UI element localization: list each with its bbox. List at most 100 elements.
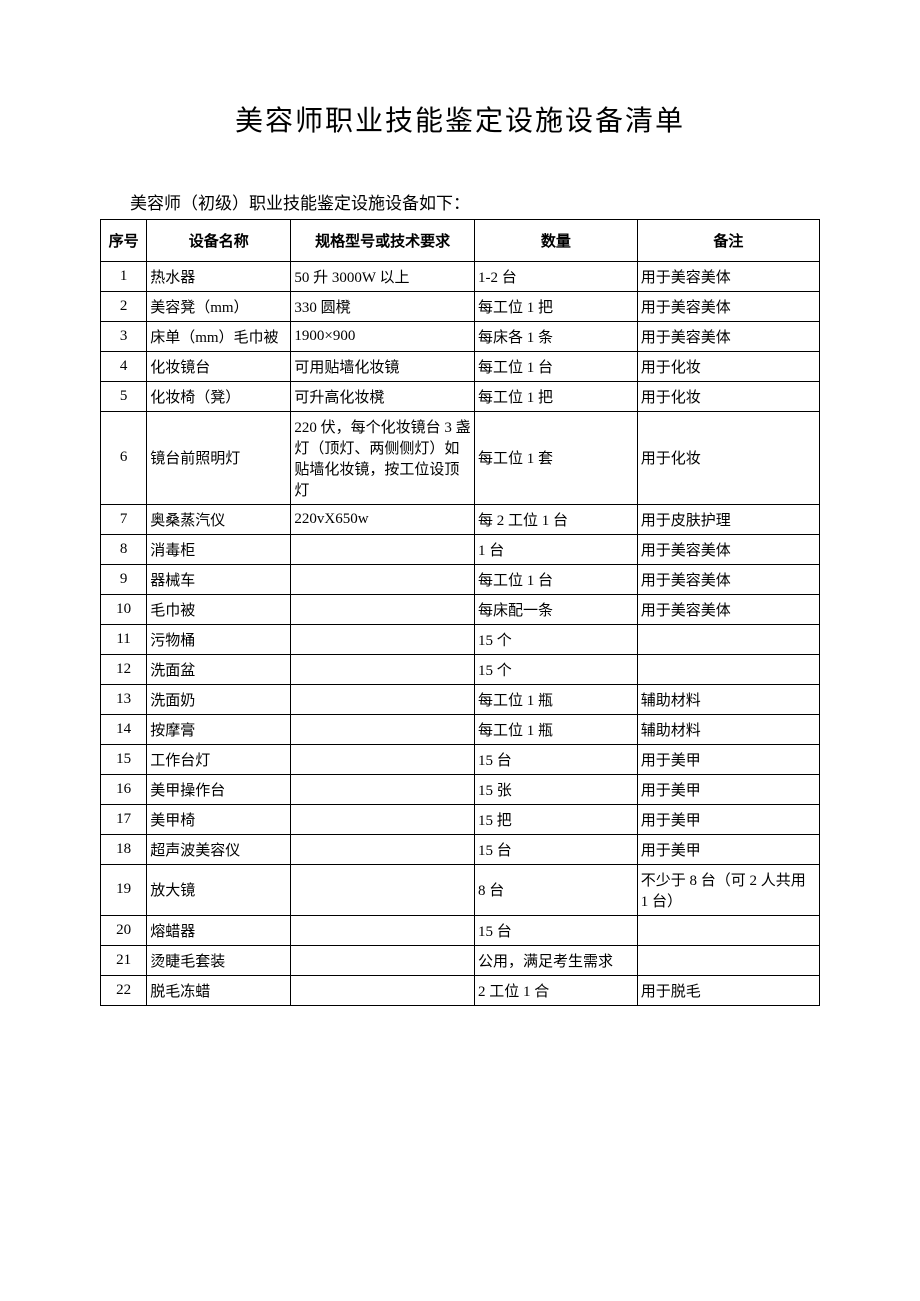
cell-note: 用于化妆 — [637, 411, 819, 504]
cell-seq: 17 — [101, 804, 147, 834]
cell-note: 用于美容美体 — [637, 564, 819, 594]
cell-seq: 1 — [101, 261, 147, 291]
cell-spec: 330 圆櫈 — [291, 291, 475, 321]
header-spec: 规格型号或技术要求 — [291, 219, 475, 261]
cell-seq: 2 — [101, 291, 147, 321]
cell-spec — [291, 864, 475, 915]
table-row: 20熔蜡器15 台 — [101, 915, 820, 945]
table-row: 7奥桑蒸汽仪220vX650w每 2 工位 1 台用于皮肤护理 — [101, 504, 820, 534]
table-row: 16美甲操作台 15 张用于美甲 — [101, 774, 820, 804]
cell-qty: 每工位 1 台 — [474, 564, 637, 594]
cell-qty: 2 工位 1 合 — [474, 975, 637, 1005]
cell-seq: 12 — [101, 654, 147, 684]
cell-spec — [291, 534, 475, 564]
cell-name: 污物桶 — [147, 624, 291, 654]
table-header-row: 序号 设备名称 规格型号或技术要求 数量 备注 — [101, 219, 820, 261]
header-note: 备注 — [637, 219, 819, 261]
cell-note: 用于美甲 — [637, 834, 819, 864]
cell-seq: 16 — [101, 774, 147, 804]
table-row: 14按摩膏每工位 1 瓶辅助材料 — [101, 714, 820, 744]
cell-seq: 8 — [101, 534, 147, 564]
table-row: 2美容凳（mm）330 圆櫈每工位 1 把用于美容美体 — [101, 291, 820, 321]
cell-seq: 21 — [101, 945, 147, 975]
cell-qty: 每工位 1 套 — [474, 411, 637, 504]
header-name: 设备名称 — [147, 219, 291, 261]
cell-seq: 19 — [101, 864, 147, 915]
table-row: 10毛巾被每床配一条用于美容美体 — [101, 594, 820, 624]
cell-note: 辅助材料 — [637, 714, 819, 744]
cell-note: 不少于 8 台（可 2 人共用 1 台） — [637, 864, 819, 915]
cell-qty: 每工位 1 把 — [474, 381, 637, 411]
cell-name: 脱毛冻蜡 — [147, 975, 291, 1005]
cell-qty: 8 台 — [474, 864, 637, 915]
table-body: 1热水器50 升 3000W 以上1-2 台用于美容美体2美容凳（mm）330 … — [101, 261, 820, 1005]
cell-qty: 每工位 1 瓶 — [474, 684, 637, 714]
cell-name: 美甲操作台 — [147, 774, 291, 804]
cell-name: 烫睫毛套装 — [147, 945, 291, 975]
cell-name: 按摩膏 — [147, 714, 291, 744]
cell-note: 用于美甲 — [637, 774, 819, 804]
cell-spec — [291, 834, 475, 864]
cell-spec — [291, 684, 475, 714]
cell-seq: 13 — [101, 684, 147, 714]
cell-seq: 3 — [101, 321, 147, 351]
cell-seq: 5 — [101, 381, 147, 411]
cell-spec: 可用贴墙化妆镜 — [291, 351, 475, 381]
table-row: 11污物桶15 个 — [101, 624, 820, 654]
cell-note: 用于美容美体 — [637, 291, 819, 321]
table-row: 5化妆椅（凳）可升高化妆櫈每工位 1 把用于化妆 — [101, 381, 820, 411]
cell-seq: 20 — [101, 915, 147, 945]
cell-note: 用于美甲 — [637, 744, 819, 774]
cell-qty: 每工位 1 瓶 — [474, 714, 637, 744]
cell-note: 用于脱毛 — [637, 975, 819, 1005]
cell-qty: 每工位 1 台 — [474, 351, 637, 381]
cell-spec — [291, 804, 475, 834]
cell-spec — [291, 714, 475, 744]
table-row: 18超声波美容仪15 台用于美甲 — [101, 834, 820, 864]
table-row: 17美甲椅15 把用于美甲 — [101, 804, 820, 834]
document-title: 美容师职业技能鉴定设施设备清单 — [100, 99, 820, 139]
cell-name: 热水器 — [147, 261, 291, 291]
cell-name: 美容凳（mm） — [147, 291, 291, 321]
cell-seq: 7 — [101, 504, 147, 534]
table-row: 13洗面奶每工位 1 瓶辅助材料 — [101, 684, 820, 714]
cell-seq: 18 — [101, 834, 147, 864]
cell-note — [637, 654, 819, 684]
cell-seq: 15 — [101, 744, 147, 774]
table-row: 4化妆镜台可用贴墙化妆镜每工位 1 台用于化妆 — [101, 351, 820, 381]
cell-qty: 15 个 — [474, 624, 637, 654]
cell-qty: 每工位 1 把 — [474, 291, 637, 321]
cell-name: 放大镜 — [147, 864, 291, 915]
cell-qty: 15 台 — [474, 744, 637, 774]
document-subtitle: 美容师（初级）职业技能鉴定设施设备如下： — [100, 189, 820, 214]
cell-spec — [291, 594, 475, 624]
cell-seq: 9 — [101, 564, 147, 594]
header-qty: 数量 — [474, 219, 637, 261]
cell-note: 用于美容美体 — [637, 321, 819, 351]
cell-qty: 15 张 — [474, 774, 637, 804]
cell-name: 洗面盆 — [147, 654, 291, 684]
cell-name: 奥桑蒸汽仪 — [147, 504, 291, 534]
cell-name: 工作台灯 — [147, 744, 291, 774]
cell-seq: 10 — [101, 594, 147, 624]
cell-name: 消毒柜 — [147, 534, 291, 564]
cell-note: 用于美容美体 — [637, 261, 819, 291]
cell-name: 美甲椅 — [147, 804, 291, 834]
cell-note — [637, 945, 819, 975]
equipment-table: 序号 设备名称 规格型号或技术要求 数量 备注 1热水器50 升 3000W 以… — [100, 219, 820, 1006]
cell-name: 化妆椅（凳） — [147, 381, 291, 411]
cell-qty: 15 台 — [474, 834, 637, 864]
cell-name: 床单（mm）毛巾被 — [147, 321, 291, 351]
table-row: 21烫睫毛套装公用，满足考生需求 — [101, 945, 820, 975]
cell-spec — [291, 975, 475, 1005]
table-row: 8消毒柜1 台用于美容美体 — [101, 534, 820, 564]
table-row: 19放大镜 8 台不少于 8 台（可 2 人共用 1 台） — [101, 864, 820, 915]
cell-name: 镜台前照明灯 — [147, 411, 291, 504]
header-seq: 序号 — [101, 219, 147, 261]
cell-spec — [291, 774, 475, 804]
cell-qty: 每 2 工位 1 台 — [474, 504, 637, 534]
cell-spec: 可升高化妆櫈 — [291, 381, 475, 411]
cell-spec — [291, 945, 475, 975]
cell-qty: 15 把 — [474, 804, 637, 834]
cell-spec — [291, 564, 475, 594]
